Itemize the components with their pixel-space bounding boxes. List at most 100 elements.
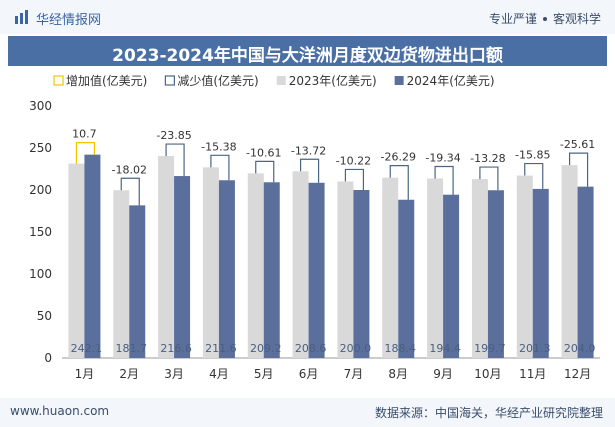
bar-2024 xyxy=(174,176,191,358)
legend-label-1: 减少值(亿美元) xyxy=(177,73,258,88)
x-tick-label: 11月 xyxy=(519,367,546,381)
change-label: -10.22 xyxy=(336,154,371,167)
decrease-bracket xyxy=(524,162,544,189)
bar-value-label: 194.4 xyxy=(429,342,461,355)
x-tick-label: 1月 xyxy=(75,367,95,381)
decrease-bracket xyxy=(165,143,185,177)
bar-2024 xyxy=(577,186,594,358)
x-tick-label: 4月 xyxy=(209,367,229,381)
bar-value-label: 201.3 xyxy=(519,342,551,355)
bar-value-label: 211.6 xyxy=(205,342,237,355)
chart-title: 2023-2024年中国与大洋洲月度双边货物进出口额 xyxy=(112,46,503,66)
bar-2023 xyxy=(113,190,130,358)
data-source: 数据来源：中国海关，华经产业研究院整理 xyxy=(374,406,603,420)
legend-marker-decrease xyxy=(164,75,175,86)
decrease-bracket xyxy=(389,165,409,200)
title-bar: 2023-2024年中国与大洋洲月度双边货物进出口额 xyxy=(8,36,607,66)
bar-2024 xyxy=(532,188,549,358)
y-tick-label: 200 xyxy=(29,183,52,197)
legend-marker-2023 xyxy=(276,76,286,85)
change-label: -25.61 xyxy=(560,138,595,151)
bar-2023 xyxy=(337,181,354,358)
x-tick-label: 2月 xyxy=(119,367,139,381)
x-tick-label: 3月 xyxy=(164,367,184,381)
bar-2023 xyxy=(292,171,309,358)
y-tick-label: 50 xyxy=(37,309,52,323)
change-label: -10.61 xyxy=(246,146,281,159)
legend-label-2: 2023年(亿美元) xyxy=(289,73,377,88)
bar-2024 xyxy=(84,154,101,358)
bar-2023 xyxy=(158,156,175,358)
bar-2023 xyxy=(471,179,488,358)
legend-label-3: 2024年(亿美元) xyxy=(407,73,495,88)
x-tick-label: 5月 xyxy=(254,367,274,381)
bar-value-label: 208.6 xyxy=(295,342,327,355)
x-tick-label: 8月 xyxy=(388,367,408,381)
legend-label-0: 增加值(亿美元) xyxy=(66,73,147,88)
bar-2023 xyxy=(427,178,444,358)
bar-chart: 增加值(亿美元) 减少值(亿美元) 2023年(亿美元) 2024年(亿美元) 0 50 1… xyxy=(29,73,600,381)
bar-value-label: 199.7 xyxy=(474,342,506,355)
bar-2024 xyxy=(308,182,325,358)
header-tags: 专业严谨 客观科学 xyxy=(489,10,601,27)
y-tick-label: 150 xyxy=(29,225,52,239)
change-label: -23.85 xyxy=(156,129,191,142)
bar-2023 xyxy=(516,175,533,358)
brand-name: 华经情报网 xyxy=(36,13,102,28)
bar-2024 xyxy=(398,199,415,358)
increase-bracket xyxy=(75,142,96,164)
y-tick-label: 100 xyxy=(29,267,52,281)
change-label: -13.72 xyxy=(291,144,326,157)
change-label: -19.34 xyxy=(425,151,460,164)
footer-url[interactable]: www.huaon.com xyxy=(10,404,110,418)
x-tick-label: 12月 xyxy=(564,367,591,381)
decrease-bracket xyxy=(299,158,320,183)
bar-2023 xyxy=(247,173,264,358)
bar-2023 xyxy=(68,163,85,358)
legend-marker-increase xyxy=(53,75,64,86)
decrease-bracket xyxy=(344,168,365,190)
bar-value-label: 204.0 xyxy=(564,342,596,355)
footer-bar: www.huaon.com 数据来源：中国海关，华经产业研究院整理 xyxy=(0,398,615,427)
change-label: 10.7 xyxy=(72,128,97,141)
decrease-bracket xyxy=(255,160,275,183)
bar-value-label: 216.6 xyxy=(160,342,192,355)
tag-left: 专业严谨 xyxy=(488,12,537,26)
x-tick-label: 7月 xyxy=(344,367,364,381)
decrease-bracket xyxy=(434,165,454,195)
bar-2024 xyxy=(443,194,460,358)
decrease-bracket xyxy=(210,154,230,181)
bar-value-label: 209.2 xyxy=(250,342,282,355)
decrease-bracket xyxy=(568,152,589,187)
bar-2023 xyxy=(202,167,219,358)
bar-2023 xyxy=(561,165,578,358)
x-tick-label: 6月 xyxy=(299,367,319,381)
legend-marker-2024 xyxy=(394,76,404,85)
change-label: -15.38 xyxy=(201,140,236,153)
bar-2024 xyxy=(218,180,235,358)
separator-dot-icon xyxy=(542,17,547,21)
bar-2024 xyxy=(263,182,280,358)
x-tick-label: 9月 xyxy=(433,367,453,381)
change-label: -15.85 xyxy=(515,149,550,162)
header-bar: 华经情报网 专业严谨 客观科学 xyxy=(0,0,615,34)
bar-2024 xyxy=(353,190,370,358)
bar-value-label: 181.7 xyxy=(116,342,148,355)
bar-2024 xyxy=(129,205,146,358)
change-label: -26.29 xyxy=(381,151,416,164)
decrease-bracket xyxy=(479,166,499,191)
y-tick-label: 250 xyxy=(29,141,52,155)
bar-2024 xyxy=(487,190,504,358)
decrease-bracket xyxy=(120,177,140,206)
change-label: -13.28 xyxy=(470,152,505,165)
brand-logo-icon xyxy=(15,10,28,24)
x-tick-label: 10月 xyxy=(474,367,501,381)
change-label: -18.02 xyxy=(112,163,147,176)
bar-2023 xyxy=(382,177,399,358)
y-tick-label: 0 xyxy=(44,351,52,365)
tag-right: 客观科学 xyxy=(552,12,601,26)
y-tick-label: 300 xyxy=(29,99,52,113)
bar-value-label: 242.1 xyxy=(71,342,103,355)
bar-value-label: 188.4 xyxy=(385,342,417,355)
bar-value-label: 200.0 xyxy=(340,342,372,355)
